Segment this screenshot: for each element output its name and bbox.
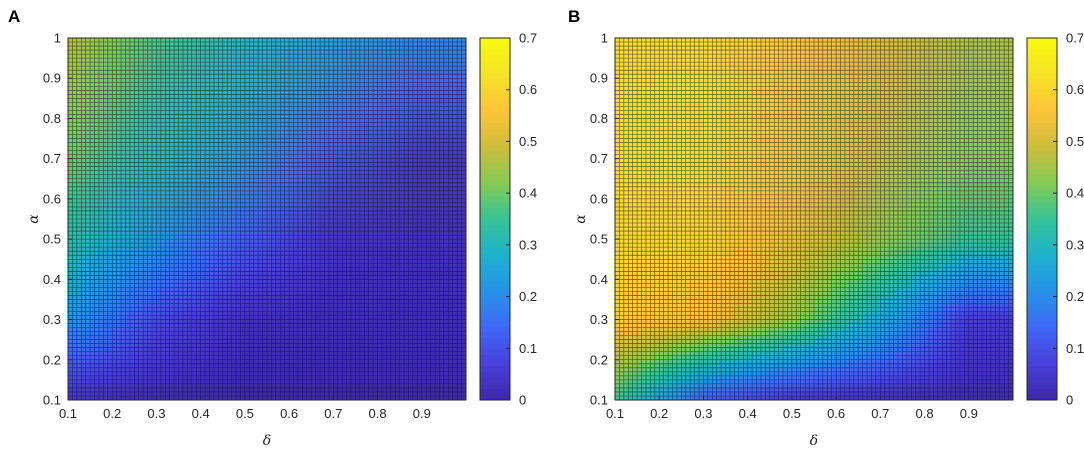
y-tick-label: 0.1 — [590, 393, 608, 408]
x-tick-label: 0.8 — [916, 406, 934, 421]
plot-frame — [67, 37, 467, 401]
x-tick-label: 0.3 — [694, 406, 712, 421]
y-tick-label: 0.3 — [590, 312, 608, 327]
y-tick-label: 0.6 — [43, 191, 61, 206]
y-tick-label: 0.1 — [43, 393, 61, 408]
colorbar-tick-label: 0.5 — [1066, 134, 1084, 149]
y-axis-label: α — [26, 214, 42, 224]
panel-label: A — [8, 7, 21, 26]
y-tick-label: 0.8 — [43, 111, 61, 126]
y-tick-label: 1 — [601, 31, 608, 46]
y-tick-label: 0.3 — [43, 312, 61, 327]
x-tick-label: 0.1 — [59, 406, 77, 421]
y-tick-label: 0.5 — [590, 232, 608, 247]
colorbar-tick-label: 0.6 — [1066, 82, 1084, 97]
x-tick-label: 0.7 — [871, 406, 889, 421]
colorbar-tick-label: 0.3 — [519, 237, 537, 252]
colorbar-tick-label: 0.4 — [519, 186, 537, 201]
y-tick-label: 0.5 — [43, 232, 61, 247]
colorbar-tick-label: 0.3 — [1066, 237, 1084, 252]
colorbar-tick-label: 0.5 — [519, 134, 537, 149]
x-tick-label: 0.6 — [827, 406, 845, 421]
x-tick-label: 0.1 — [606, 406, 624, 421]
x-axis-label: δ — [263, 433, 271, 449]
y-tick-label: 0.7 — [590, 151, 608, 166]
colorbar-tick-label: 0.2 — [1066, 289, 1084, 304]
y-tick-label: 0.4 — [43, 272, 61, 287]
plot-frame — [614, 37, 1014, 401]
x-tick-label: 0.5 — [236, 406, 254, 421]
x-tick-label: 0.2 — [650, 406, 668, 421]
y-tick-label: 0.4 — [590, 272, 608, 287]
colorbar-tick-label: 0.7 — [1066, 31, 1084, 46]
colorbar-tick-label: 0 — [519, 393, 526, 408]
panel-a: A 0.1 0.2 0.3 0.4 0.5 0.6 0.7 0.8 0.9 0.1 0.2 0.3 0.… — [8, 7, 537, 450]
colorbar — [480, 38, 510, 401]
x-tick-label: 0.7 — [324, 406, 342, 421]
y-tick-label: 0.6 — [590, 191, 608, 206]
y-tick-label: 0.8 — [590, 111, 608, 126]
colorbar-tick-label: 0 — [1066, 393, 1073, 408]
x-tick-label: 0.5 — [783, 406, 801, 421]
y-tick-label: 0.2 — [590, 352, 608, 367]
heatmap-cells — [68, 38, 467, 401]
heatmap-cells — [615, 38, 1014, 401]
y-tick-label: 0.9 — [43, 71, 61, 86]
x-tick-label: 0.6 — [280, 406, 298, 421]
colorbar-tick-label: 0.6 — [519, 82, 537, 97]
y-tick-label: 0.2 — [43, 352, 61, 367]
x-tick-label: 0.9 — [960, 406, 978, 421]
x-tick-label: 0.9 — [413, 406, 431, 421]
heatmap-chart: 0.1 0.2 0.3 0.4 0.5 0.6 0.7 0.8 0.9 0.1 0.2 0.3 0.4 0… — [573, 31, 1084, 450]
colorbar-frame — [479, 37, 511, 401]
panel-label: B — [568, 7, 581, 26]
colorbar-frame — [1026, 37, 1058, 401]
colorbar — [1027, 38, 1057, 401]
heatmap-chart: 0.1 0.2 0.3 0.4 0.5 0.6 0.7 0.8 0.9 0.1 0.2 0.3 0.4 0… — [26, 31, 537, 450]
x-tick-label: 0.3 — [147, 406, 165, 421]
x-tick-label: 0.8 — [369, 406, 387, 421]
y-axis-label: α — [573, 214, 589, 224]
colorbar-tick-label: 0.1 — [519, 341, 537, 356]
y-tick-label: 0.7 — [43, 151, 61, 166]
y-tick-label: 0.9 — [590, 71, 608, 86]
colorbar-tick-label: 0.7 — [519, 31, 537, 46]
colorbar-tick-label: 0.2 — [519, 289, 537, 304]
x-axis-label: δ — [810, 433, 818, 449]
panel-b: B 0.1 0.2 0.3 0.4 0.5 0.6 0.7 0.8 0.9 0.1 0.2 0.3 0.… — [542, 0, 1084, 452]
x-tick-label: 0.2 — [103, 406, 121, 421]
colorbar-tick-label: 0.1 — [1066, 341, 1084, 356]
x-tick-label: 0.4 — [739, 406, 757, 421]
y-tick-label: 1 — [54, 31, 61, 46]
x-tick-label: 0.4 — [192, 406, 210, 421]
colorbar-tick-label: 0.4 — [1066, 186, 1084, 201]
